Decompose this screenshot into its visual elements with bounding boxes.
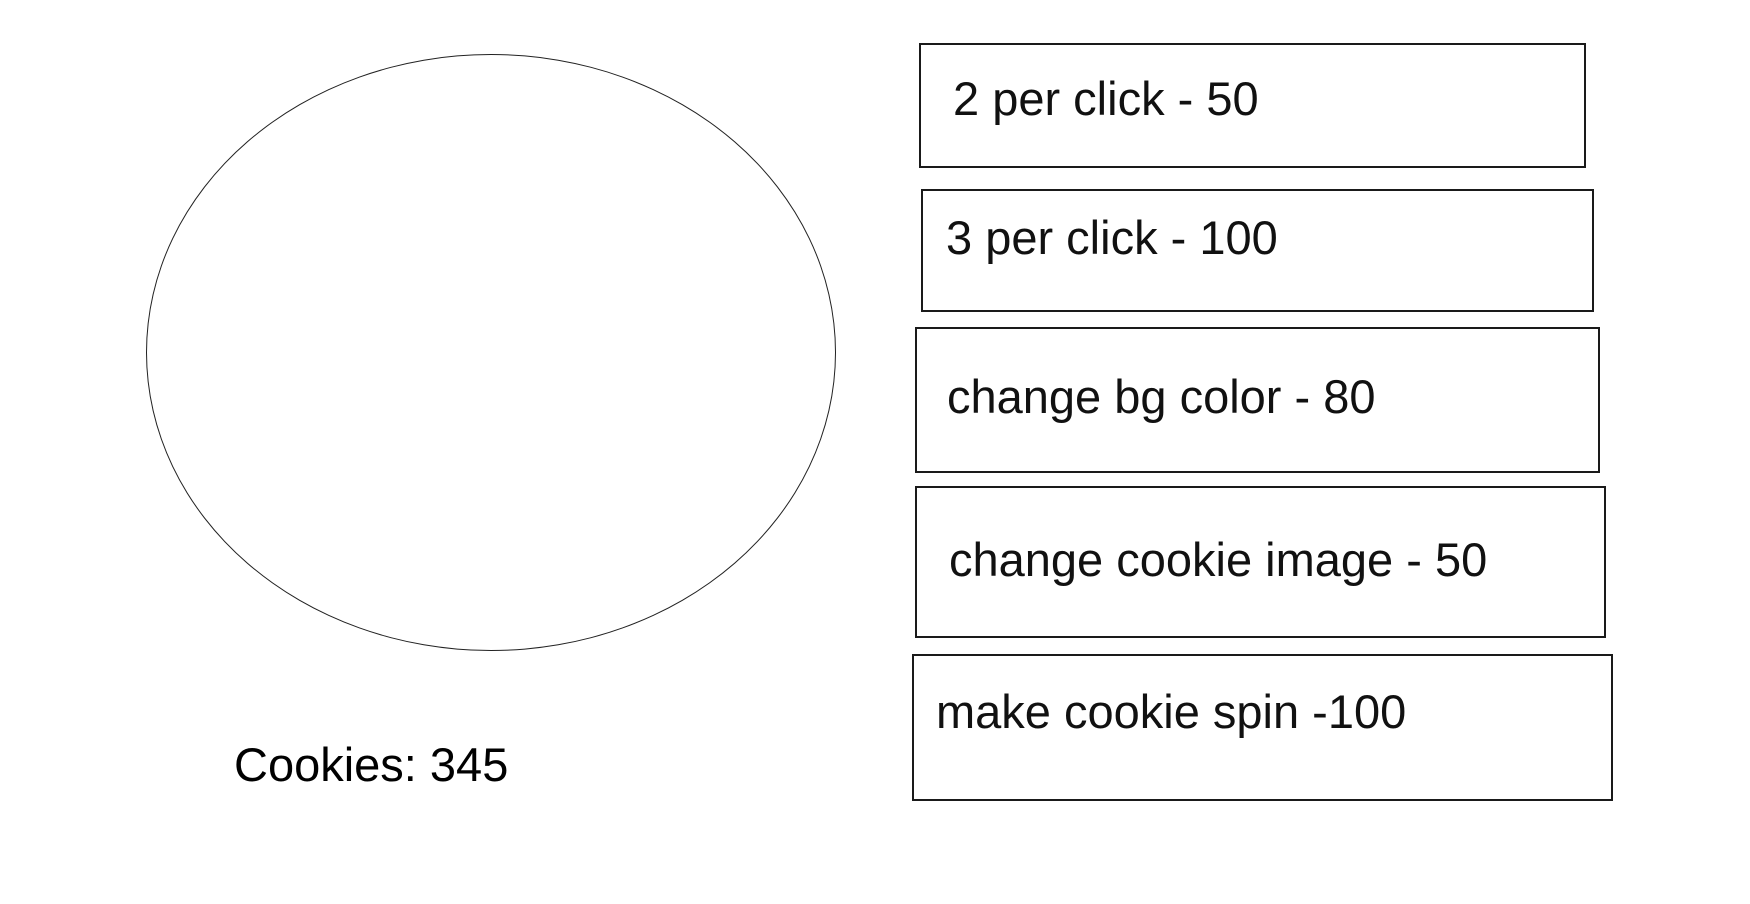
upgrade-3-per-click-label: 3 per click - 100 xyxy=(946,211,1278,264)
make-cookie-spin-button[interactable]: make cookie spin -100 xyxy=(912,654,1613,801)
upgrade-2-per-click-button[interactable]: 2 per click - 50 xyxy=(919,43,1586,168)
upgrade-2-per-click-label: 2 per click - 50 xyxy=(953,72,1259,125)
cookie-counter: Cookies: 345 xyxy=(234,738,509,791)
make-cookie-spin-label: make cookie spin -100 xyxy=(936,685,1407,738)
upgrade-3-per-click-button[interactable]: 3 per click - 100 xyxy=(921,189,1594,312)
change-cookie-image-label: change cookie image - 50 xyxy=(949,533,1488,586)
cookie-click-target[interactable] xyxy=(146,54,836,651)
change-bg-color-label: change bg color - 80 xyxy=(947,370,1376,423)
change-bg-color-button[interactable]: change bg color - 80 xyxy=(915,327,1600,473)
change-cookie-image-button[interactable]: change cookie image - 50 xyxy=(915,486,1606,638)
